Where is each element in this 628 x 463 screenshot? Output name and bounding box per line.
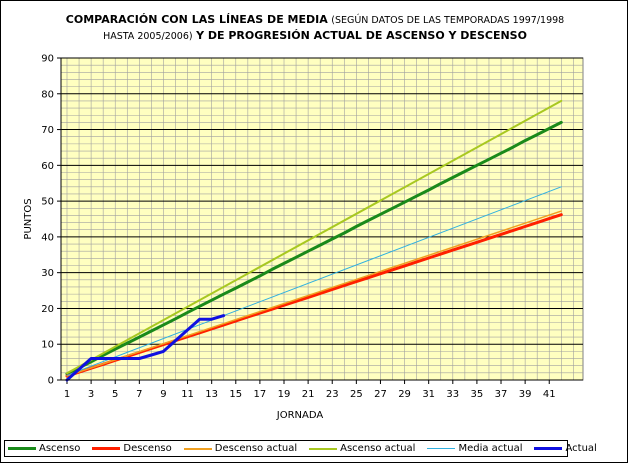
x-tick-label: 15 <box>229 389 242 400</box>
y-tick-label: 20 <box>41 304 54 315</box>
x-axis-label: JORNADA <box>276 410 324 421</box>
legend-swatch <box>8 447 36 450</box>
x-tick-label: 17 <box>254 389 267 400</box>
x-tick-label: 5 <box>112 389 118 400</box>
series-line-ascenso <box>65 120 563 376</box>
y-tick-label: 0 <box>48 376 54 387</box>
x-tick-label: 11 <box>181 389 194 400</box>
y-tick-label: 60 <box>41 161 54 172</box>
x-tick-label: 33 <box>446 389 459 400</box>
legend-item-media-actual: Media actual <box>427 443 522 454</box>
y-tick-label: 10 <box>41 340 54 351</box>
y-tick-label: 40 <box>41 232 54 243</box>
x-axis-ticks: 1 3 5 7 9 11 13 15 17 19 21 23 25 27 29 31 33 35 37 39 41 <box>64 380 556 400</box>
x-tick-label: 23 <box>326 389 339 400</box>
legend-label: Descenso actual <box>214 443 298 454</box>
x-tick-label: 39 <box>519 389 532 400</box>
legend-item-actual: Actual <box>534 443 597 454</box>
legend-swatch <box>534 447 563 450</box>
legend-swatch <box>427 448 456 449</box>
series-line-actual <box>65 314 226 382</box>
x-tick-label: 41 <box>543 389 556 400</box>
y-axis-label: PUNTOS <box>23 198 34 239</box>
title-subtitle: (SEGÚN DATOS DE LAS TEMPORADAS 1997/1998… <box>103 15 565 42</box>
x-tick-label: 37 <box>495 389 508 400</box>
x-tick-label: 25 <box>350 389 363 400</box>
y-tick-label: 70 <box>41 125 54 136</box>
legend-item-ascenso: Ascenso <box>8 443 80 454</box>
series-lines <box>65 99 563 382</box>
legend-label: Media actual <box>458 443 523 454</box>
title-main: COMPARACIÓN CON LAS LÍNEAS DE MEDIA <box>65 13 328 26</box>
legend-label: Ascenso <box>39 443 81 454</box>
x-tick-label: 35 <box>471 389 484 400</box>
legend-item-ascenso-actual: Ascenso actual <box>309 443 415 454</box>
title-secondary: Y DE PROGRESIÓN ACTUAL DE ASCENSO Y DESC… <box>196 29 527 42</box>
series-line-media-actual <box>66 186 562 376</box>
series-line-descenso-actual <box>66 210 563 377</box>
x-tick-label: 13 <box>205 389 218 400</box>
chart-title: COMPARACIÓN CON LAS LÍNEAS DE MEDIA (SEG… <box>55 12 575 44</box>
x-tick-label: 9 <box>160 389 166 400</box>
x-tick-label: 19 <box>278 389 291 400</box>
legend-label: Descenso <box>123 443 172 454</box>
legend-label: Ascenso actual <box>340 443 416 454</box>
legend-label: Actual <box>565 443 597 454</box>
y-tick-label: 30 <box>41 268 54 279</box>
legend: Ascenso Descenso Descenso actual Ascenso ac… <box>4 440 597 457</box>
y-axis-ticks: 0 10 20 30 40 50 60 70 80 90 <box>41 54 61 387</box>
x-tick-label: 3 <box>88 389 94 400</box>
x-tick-label: 21 <box>302 389 315 400</box>
legend-item-descenso-actual: Descenso actual <box>183 443 298 454</box>
series-line-ascenso-actual <box>66 99 563 375</box>
x-tick-label: 31 <box>422 389 435 400</box>
x-tick-label: 7 <box>136 389 142 400</box>
legend-swatch <box>92 447 121 450</box>
legend-item-descenso: Descenso <box>92 443 172 454</box>
y-tick-label: 50 <box>41 197 54 208</box>
legend-swatch <box>309 447 338 450</box>
x-tick-label: 27 <box>374 389 387 400</box>
y-tick-label: 90 <box>41 54 54 65</box>
y-tick-label: 80 <box>41 89 54 100</box>
x-tick-label: 1 <box>64 389 70 400</box>
legend-swatch <box>183 447 212 450</box>
x-tick-label: 29 <box>398 389 411 400</box>
